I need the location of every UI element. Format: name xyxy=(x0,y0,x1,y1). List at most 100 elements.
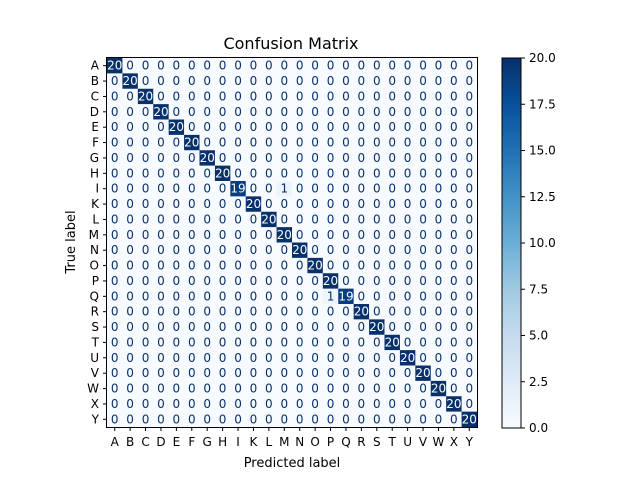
cell-P-N xyxy=(292,273,308,289)
cell-C-O xyxy=(307,88,324,105)
cell-value-F-W: 0 xyxy=(435,136,443,150)
cell-value-L-B: 0 xyxy=(126,212,134,226)
cell-R-A xyxy=(107,304,123,320)
cell-W-D xyxy=(153,380,169,397)
cell-value-W-E: 0 xyxy=(173,382,181,396)
cell-X-B xyxy=(122,396,139,412)
cell-value-B-X: 0 xyxy=(450,74,458,88)
y-tick-label-M: M xyxy=(89,228,99,242)
cell-value-H-H: 20 xyxy=(215,166,230,180)
chart-title: Confusion Matrix xyxy=(223,34,358,53)
cell-value-R-G: 0 xyxy=(203,305,211,319)
cell-value-A-M: 0 xyxy=(280,59,288,73)
cell-value-W-C: 0 xyxy=(142,382,150,396)
cell-L-H xyxy=(214,211,231,228)
y-axis-label: True label xyxy=(64,210,79,274)
cell-value-V-R: 0 xyxy=(358,366,366,380)
cell-M-U xyxy=(399,227,416,243)
cell-value-K-Y: 0 xyxy=(465,197,473,211)
cell-B-B xyxy=(122,73,139,90)
cell-value-D-I: 0 xyxy=(234,105,242,119)
cell-M-P xyxy=(322,227,339,243)
cell-Q-F xyxy=(184,288,200,305)
cell-B-M xyxy=(276,73,293,90)
cell-Y-H xyxy=(214,411,231,428)
cell-value-F-L: 0 xyxy=(265,136,273,150)
cell-R-D xyxy=(153,304,169,320)
cell-K-T xyxy=(384,196,401,213)
cell-value-X-T: 0 xyxy=(388,397,396,411)
cell-value-G-R: 0 xyxy=(358,151,366,165)
cell-O-S xyxy=(369,257,385,274)
cell-value-Q-V: 0 xyxy=(419,289,427,303)
cell-M-B xyxy=(122,227,139,243)
cell-B-Y xyxy=(461,73,478,90)
cell-value-R-B: 0 xyxy=(126,305,134,319)
cell-I-L xyxy=(261,181,277,197)
cell-D-C xyxy=(137,104,154,120)
cell-Q-A xyxy=(107,288,123,305)
cell-C-B xyxy=(122,88,139,105)
cell-S-L xyxy=(261,319,277,336)
cell-K-B xyxy=(122,196,139,213)
cell-O-V xyxy=(415,257,432,274)
cell-value-F-Q: 0 xyxy=(342,136,350,150)
cell-value-E-F: 0 xyxy=(188,120,196,134)
cell-Y-M xyxy=(276,411,293,428)
colorbar-tick-label-12.5: 12.5 xyxy=(529,190,556,204)
cell-value-R-Q: 0 xyxy=(342,305,350,319)
cell-Q-G xyxy=(199,288,216,305)
cell-value-Q-E: 0 xyxy=(173,289,181,303)
cell-value-E-E: 20 xyxy=(169,120,184,134)
cell-N-B xyxy=(122,242,139,259)
cell-S-C xyxy=(137,319,154,336)
cell-value-T-K: 0 xyxy=(250,335,258,349)
cell-value-H-O: 0 xyxy=(311,166,319,180)
cell-P-A xyxy=(107,273,123,289)
cell-V-K xyxy=(245,365,262,382)
cell-value-R-C: 0 xyxy=(142,305,150,319)
cell-G-A xyxy=(107,150,123,166)
y-tick-label-T: T xyxy=(91,335,100,349)
x-tick-label-D: D xyxy=(156,435,165,449)
cell-T-S xyxy=(369,334,385,351)
cell-D-Y xyxy=(461,104,478,120)
cell-U-Y xyxy=(461,350,478,366)
x-tick-label-X: X xyxy=(450,435,458,449)
cell-value-W-N: 0 xyxy=(296,382,304,396)
cell-value-S-E: 0 xyxy=(173,320,181,334)
cell-value-V-I: 0 xyxy=(234,366,242,380)
cell-value-R-H: 0 xyxy=(219,305,227,319)
cell-G-X xyxy=(446,150,462,166)
cell-L-O xyxy=(307,211,324,228)
cell-value-E-Y: 0 xyxy=(465,120,473,134)
cell-value-B-Y: 0 xyxy=(465,74,473,88)
cell-W-X xyxy=(446,380,462,397)
cell-value-L-L: 20 xyxy=(261,212,276,226)
cell-value-I-L: 0 xyxy=(265,182,273,196)
cell-value-B-U: 0 xyxy=(404,74,412,88)
cell-G-R xyxy=(353,150,370,166)
x-tick-label-P: P xyxy=(327,435,334,449)
cell-D-F xyxy=(184,104,200,120)
cell-value-M-V: 0 xyxy=(419,228,427,242)
cell-value-B-W: 0 xyxy=(435,74,443,88)
cell-Q-L xyxy=(261,288,277,305)
cell-value-L-W: 0 xyxy=(435,212,443,226)
cell-value-X-R: 0 xyxy=(358,397,366,411)
cell-N-F xyxy=(184,242,200,259)
cell-value-Q-F: 0 xyxy=(188,289,196,303)
cell-P-L xyxy=(261,273,277,289)
cell-H-R xyxy=(353,165,370,182)
cell-value-U-G: 0 xyxy=(203,351,211,365)
cell-value-K-M: 0 xyxy=(280,197,288,211)
cell-B-U xyxy=(399,73,416,90)
cell-value-I-E: 0 xyxy=(173,182,181,196)
cell-value-D-K: 0 xyxy=(250,105,258,119)
cell-value-T-S: 0 xyxy=(373,335,381,349)
y-tick-label-B: B xyxy=(91,74,99,88)
cell-value-B-I: 0 xyxy=(234,74,242,88)
cell-X-W xyxy=(430,396,447,412)
cell-value-F-I: 0 xyxy=(234,136,242,150)
cell-P-V xyxy=(415,273,432,289)
